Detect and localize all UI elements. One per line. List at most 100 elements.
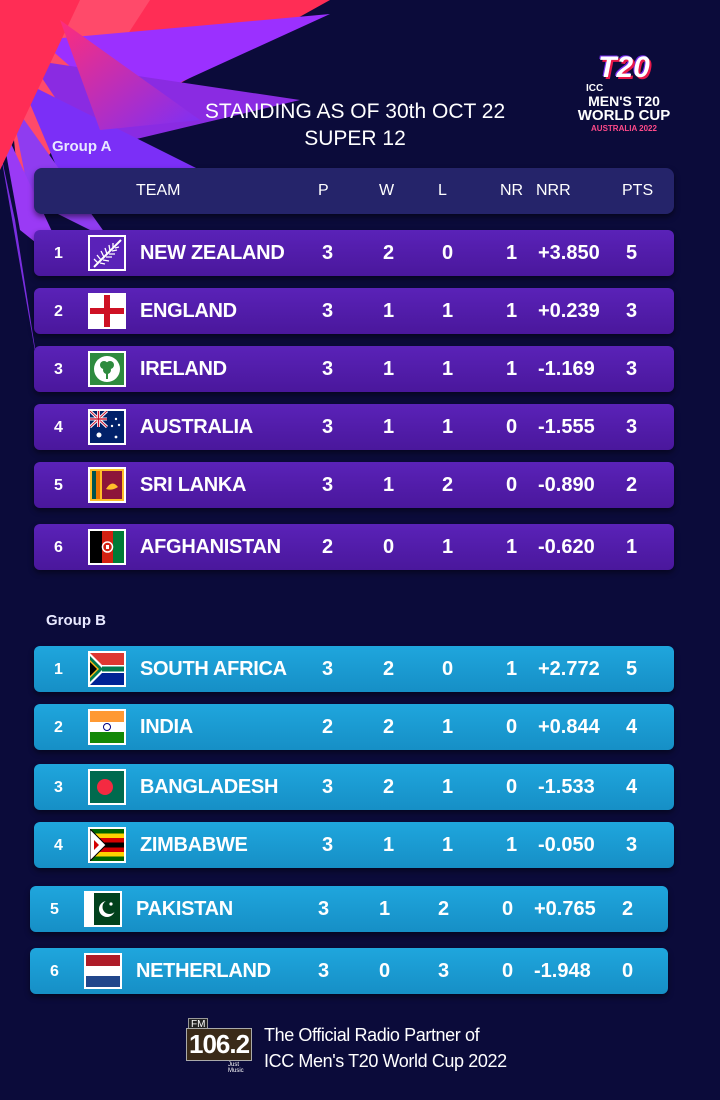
rank-cell: 1	[54, 661, 63, 678]
table-row: 2 ENGLAND 3 1 1 1 +0.239 3	[34, 288, 674, 334]
col-p: P	[318, 182, 329, 199]
points-cell: 3	[626, 834, 638, 856]
points-cell: 2	[626, 474, 638, 496]
background-burst-graphic	[0, 0, 330, 380]
col-nrr: NRR	[536, 182, 571, 199]
radio-logo: FM 106.2 Just Music	[184, 1018, 254, 1074]
no-result-cell: 1	[506, 358, 518, 380]
points-cell: 3	[626, 300, 638, 322]
net-run-rate-cell: +0.844	[538, 716, 600, 738]
won-cell: 1	[383, 416, 395, 438]
played-cell: 3	[322, 242, 334, 264]
rank-cell: 4	[54, 837, 63, 854]
lost-cell: 0	[442, 658, 454, 680]
no-result-cell: 0	[506, 416, 518, 438]
netherlands-flag-icon	[86, 955, 120, 987]
radio-tagline: Just Music	[228, 1062, 244, 1074]
no-result-cell: 0	[502, 960, 514, 982]
table-row: 6 NETHERLAND 3 0 3 0 -1.948 0	[30, 948, 668, 994]
net-run-rate-cell: +3.850	[538, 242, 600, 264]
ireland-shamrock-flag-icon	[90, 353, 124, 385]
points-cell: 3	[626, 416, 638, 438]
logo-line1: MEN'S T20	[588, 93, 660, 109]
net-run-rate-cell: -0.050	[538, 834, 595, 856]
no-result-cell: 0	[502, 898, 514, 920]
played-cell: 3	[318, 960, 330, 982]
points-cell: 2	[622, 898, 634, 920]
rank-cell: 2	[54, 303, 63, 320]
col-nr: NR	[500, 182, 524, 199]
footer-sponsor: FM 106.2 Just Music The Official Radio P…	[184, 1018, 514, 1074]
footer-text: The Official Radio Partner of ICC Men's …	[264, 1022, 507, 1074]
points-cell: 4	[626, 776, 638, 798]
won-cell: 2	[383, 776, 395, 798]
zimbabwe-flag-icon	[90, 829, 124, 861]
logo-line3: AUSTRALIA 2022	[591, 124, 657, 133]
col-l: L	[438, 182, 447, 199]
won-cell: 1	[379, 898, 391, 920]
no-result-cell: 1	[506, 536, 518, 558]
australia-flag-icon	[90, 411, 124, 443]
won-cell: 1	[383, 834, 395, 856]
footer-line1: The Official Radio Partner of	[264, 1025, 480, 1045]
radio-frequency: 106.2	[186, 1028, 253, 1061]
lost-cell: 1	[442, 300, 454, 322]
table-row: 2 INDIA 2 2 1 0 +0.844 4	[34, 704, 674, 750]
no-result-cell: 1	[506, 300, 518, 322]
team-name: NEW ZEALAND	[140, 242, 285, 264]
net-run-rate-cell: -1.948	[534, 960, 591, 982]
won-cell: 1	[383, 358, 395, 380]
table-row: 3 IRELAND 3 1 1 1 -1.169 3	[34, 346, 674, 392]
table-header: TEAM P W L NR NRR PTS	[34, 168, 674, 214]
played-cell: 3	[318, 898, 330, 920]
rank-cell: 5	[54, 477, 63, 494]
played-cell: 3	[322, 474, 334, 496]
t20-world-cup-logo: T20 ICC MEN'S T20 WORLD CUP AUSTRALIA 20…	[568, 52, 680, 156]
net-run-rate-cell: -0.620	[538, 536, 595, 558]
rank-cell: 3	[54, 361, 63, 378]
net-run-rate-cell: +0.765	[534, 898, 596, 920]
won-cell: 0	[379, 960, 391, 982]
table-row: 1 SOUTH AFRICA 3 2 0 1 +2.772 5	[34, 646, 674, 692]
lost-cell: 1	[442, 358, 454, 380]
played-cell: 3	[322, 834, 334, 856]
team-name: IRELAND	[140, 358, 227, 380]
new-zealand-fern-flag-icon	[90, 237, 124, 269]
played-cell: 3	[322, 776, 334, 798]
pakistan-flag-icon	[86, 893, 120, 925]
won-cell: 1	[383, 474, 395, 496]
rank-cell: 5	[50, 901, 59, 918]
t20-mark: T20	[598, 51, 650, 84]
points-cell: 5	[626, 242, 638, 264]
south-africa-flag-icon	[90, 653, 124, 685]
won-cell: 2	[383, 716, 395, 738]
table-row: 1 NEW ZEALAND 3 2 0 1 +3.850 5	[34, 230, 674, 276]
lost-cell: 1	[442, 716, 454, 738]
net-run-rate-cell: -1.169	[538, 358, 595, 380]
group-b-label: Group B	[46, 612, 106, 629]
rank-cell: 4	[54, 419, 63, 436]
won-cell: 0	[383, 536, 395, 558]
team-name: SOUTH AFRICA	[140, 658, 287, 680]
lost-cell: 1	[442, 776, 454, 798]
played-cell: 3	[322, 658, 334, 680]
lost-cell: 2	[442, 474, 454, 496]
net-run-rate-cell: +0.239	[538, 300, 600, 322]
rank-cell: 1	[54, 245, 63, 262]
no-result-cell: 0	[506, 716, 518, 738]
afghanistan-flag-icon	[90, 531, 124, 563]
net-run-rate-cell: -1.533	[538, 776, 595, 798]
no-result-cell: 1	[506, 658, 518, 680]
table-row: 5 PAKISTAN 3 1 2 0 +0.765 2	[30, 886, 668, 932]
net-run-rate-cell: -0.890	[538, 474, 595, 496]
col-pts: PTS	[622, 182, 654, 199]
table-row: 5 SRI LANKA 3 1 2 0 -0.890 2	[34, 462, 674, 508]
points-cell: 3	[626, 358, 638, 380]
team-name: ENGLAND	[140, 300, 237, 322]
points-cell: 5	[626, 658, 638, 680]
standings-title: STANDING AS OF 30th OCT 22 SUPER 12	[190, 98, 520, 152]
team-name: AUSTRALIA	[140, 416, 253, 438]
points-cell: 0	[622, 960, 634, 982]
stage-label: SUPER 12	[304, 127, 406, 150]
lost-cell: 0	[442, 242, 454, 264]
